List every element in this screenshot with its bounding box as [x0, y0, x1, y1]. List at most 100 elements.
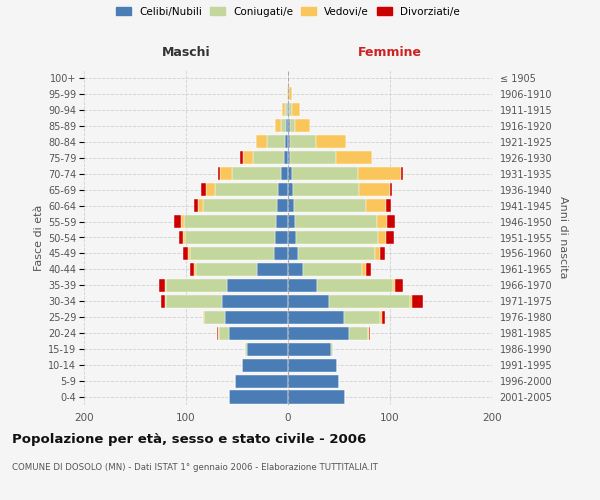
Bar [287, 104, 288, 117]
Bar [288, 151, 290, 164]
Bar [164, 295, 166, 308]
Bar [316, 135, 346, 148]
Bar [253, 151, 284, 164]
Bar [362, 263, 365, 276]
Bar [288, 104, 289, 117]
Bar [294, 199, 365, 212]
Bar [292, 104, 300, 117]
Bar [184, 215, 276, 228]
Bar [393, 279, 395, 292]
Bar [179, 231, 183, 244]
Bar [257, 263, 288, 276]
Bar [365, 263, 371, 276]
Bar [277, 199, 288, 212]
Bar [225, 310, 288, 324]
Bar [229, 390, 288, 404]
Bar [190, 247, 274, 260]
Bar [243, 151, 253, 164]
Bar [293, 183, 359, 196]
Bar [232, 167, 281, 180]
Bar [412, 295, 422, 308]
Bar [298, 247, 375, 260]
Bar [245, 342, 247, 355]
Bar [202, 183, 206, 196]
Bar [288, 247, 298, 260]
Bar [183, 247, 188, 260]
Bar [229, 326, 288, 340]
Bar [185, 231, 275, 244]
Bar [183, 231, 185, 244]
Bar [285, 104, 287, 117]
Bar [390, 183, 392, 196]
Bar [331, 342, 333, 355]
Bar [288, 88, 289, 101]
Bar [288, 183, 293, 196]
Bar [281, 120, 286, 132]
Bar [304, 263, 362, 276]
Bar [275, 120, 281, 132]
Bar [288, 263, 304, 276]
Bar [336, 151, 371, 164]
Bar [358, 167, 401, 180]
Bar [161, 295, 164, 308]
Bar [344, 310, 380, 324]
Bar [174, 215, 181, 228]
Bar [196, 263, 257, 276]
Legend: Celibi/Nubili, Coniugati/e, Vedovi/e, Divorziati/e: Celibi/Nubili, Coniugati/e, Vedovi/e, Di… [112, 2, 464, 21]
Text: COMUNE DI DOSOLO (MN) - Dati ISTAT 1° gennaio 2006 - Elaborazione TUTTITALIA.IT: COMUNE DI DOSOLO (MN) - Dati ISTAT 1° ge… [12, 464, 378, 472]
Bar [240, 151, 243, 164]
Bar [218, 167, 220, 180]
Bar [181, 215, 184, 228]
Bar [359, 183, 390, 196]
Bar [387, 215, 395, 228]
Bar [205, 310, 225, 324]
Bar [378, 231, 386, 244]
Text: Popolazione per età, sesso e stato civile - 2006: Popolazione per età, sesso e stato civil… [12, 432, 366, 446]
Bar [220, 167, 232, 180]
Bar [296, 231, 378, 244]
Bar [295, 120, 310, 132]
Bar [203, 199, 277, 212]
Bar [194, 199, 198, 212]
Bar [290, 151, 336, 164]
Text: Femmine: Femmine [358, 46, 422, 59]
Bar [317, 279, 393, 292]
Bar [375, 247, 380, 260]
Bar [274, 247, 288, 260]
Bar [227, 279, 288, 292]
Bar [275, 231, 288, 244]
Bar [380, 310, 382, 324]
Bar [288, 167, 292, 180]
Bar [288, 342, 331, 355]
Bar [166, 279, 227, 292]
Bar [278, 183, 288, 196]
Bar [217, 326, 218, 340]
Y-axis label: Fasce di età: Fasce di età [34, 204, 44, 270]
Bar [288, 72, 289, 85]
Bar [395, 279, 403, 292]
Bar [380, 247, 385, 260]
Bar [266, 135, 285, 148]
Bar [194, 263, 196, 276]
Bar [288, 295, 329, 308]
Bar [410, 295, 412, 308]
Bar [288, 374, 339, 388]
Bar [282, 104, 285, 117]
Bar [288, 279, 317, 292]
Bar [289, 88, 292, 101]
Bar [285, 135, 288, 148]
Bar [284, 151, 288, 164]
Bar [190, 263, 194, 276]
Bar [349, 326, 368, 340]
Bar [288, 358, 337, 372]
Bar [288, 215, 295, 228]
Bar [276, 215, 288, 228]
Text: Maschi: Maschi [161, 46, 211, 59]
Bar [287, 88, 288, 101]
Bar [377, 215, 387, 228]
Bar [235, 374, 288, 388]
Bar [288, 390, 345, 404]
Bar [401, 167, 403, 180]
Bar [203, 310, 205, 324]
Bar [288, 199, 294, 212]
